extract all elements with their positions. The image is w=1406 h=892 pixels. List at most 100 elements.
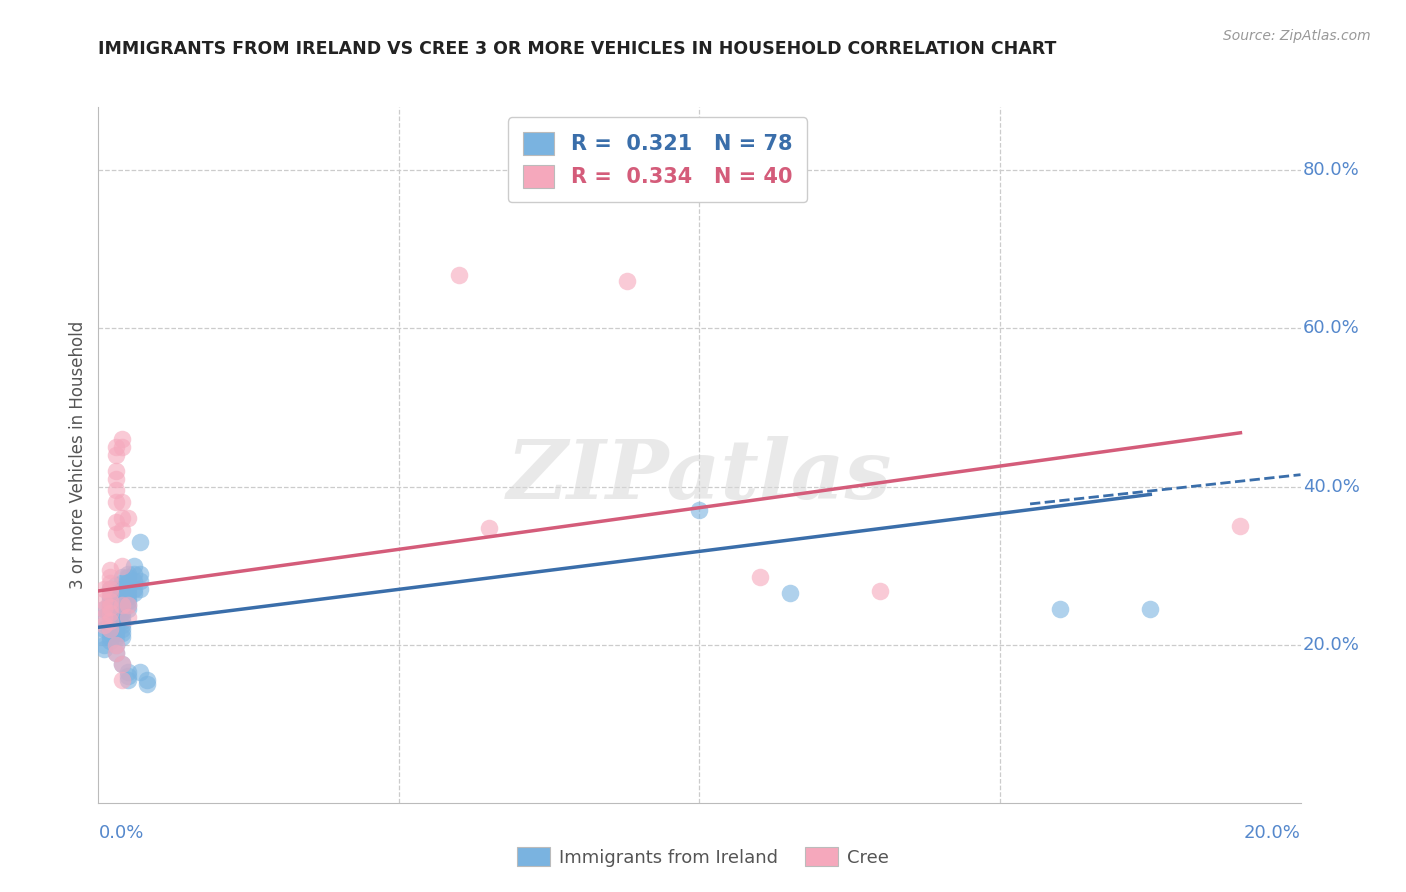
- Point: [1139, 602, 1161, 616]
- Point: [111, 630, 134, 644]
- Point: [105, 440, 128, 454]
- Point: [779, 586, 801, 600]
- Text: 60.0%: 60.0%: [1303, 319, 1360, 337]
- Point: [105, 527, 128, 541]
- Point: [111, 606, 134, 620]
- Point: [129, 566, 152, 581]
- Point: [93, 594, 115, 608]
- Point: [100, 614, 122, 628]
- Point: [93, 638, 115, 652]
- Y-axis label: 3 or more Vehicles in Household: 3 or more Vehicles in Household: [69, 321, 87, 589]
- Point: [100, 610, 122, 624]
- Point: [111, 495, 134, 509]
- Point: [100, 630, 122, 644]
- Point: [111, 673, 134, 688]
- Point: [93, 610, 115, 624]
- Point: [105, 646, 128, 660]
- Text: ZIPatlas: ZIPatlas: [506, 436, 893, 516]
- Text: 40.0%: 40.0%: [1303, 477, 1360, 496]
- Point: [105, 638, 128, 652]
- Point: [117, 610, 139, 624]
- Point: [111, 591, 134, 605]
- Point: [117, 669, 139, 683]
- Point: [105, 594, 128, 608]
- Point: [111, 598, 134, 612]
- Point: [105, 472, 128, 486]
- Point: [478, 521, 501, 535]
- Point: [124, 574, 146, 589]
- Point: [93, 618, 115, 632]
- Point: [117, 673, 139, 688]
- Point: [124, 586, 146, 600]
- Point: [111, 614, 134, 628]
- Point: [111, 657, 134, 672]
- Text: 0.0%: 0.0%: [98, 823, 143, 842]
- Point: [111, 598, 134, 612]
- Point: [129, 534, 152, 549]
- Text: 20.0%: 20.0%: [1244, 823, 1301, 842]
- Point: [111, 625, 134, 640]
- Point: [111, 610, 134, 624]
- Point: [869, 583, 891, 598]
- Point: [117, 582, 139, 597]
- Point: [100, 594, 122, 608]
- Point: [117, 511, 139, 525]
- Point: [105, 598, 128, 612]
- Point: [105, 464, 128, 478]
- Point: [105, 622, 128, 636]
- Point: [93, 630, 115, 644]
- Point: [100, 576, 122, 591]
- Point: [748, 570, 770, 584]
- Point: [100, 618, 122, 632]
- Point: [100, 625, 122, 640]
- Point: [105, 578, 128, 592]
- Point: [100, 633, 122, 648]
- Point: [111, 570, 134, 584]
- Point: [105, 483, 128, 498]
- Point: [93, 610, 115, 624]
- Point: [105, 515, 128, 529]
- Point: [105, 495, 128, 509]
- Point: [100, 622, 122, 636]
- Point: [100, 606, 122, 620]
- Point: [111, 618, 134, 632]
- Point: [616, 274, 638, 288]
- Point: [111, 582, 134, 597]
- Point: [111, 440, 134, 454]
- Point: [124, 566, 146, 581]
- Point: [1049, 602, 1071, 616]
- Point: [111, 594, 134, 608]
- Point: [688, 503, 710, 517]
- Point: [129, 582, 152, 597]
- Point: [117, 598, 139, 612]
- Point: [100, 570, 122, 584]
- Point: [100, 606, 122, 620]
- Point: [100, 602, 122, 616]
- Point: [100, 586, 122, 600]
- Legend: Immigrants from Ireland, Cree: Immigrants from Ireland, Cree: [510, 840, 896, 874]
- Point: [105, 602, 128, 616]
- Point: [100, 594, 122, 608]
- Point: [111, 432, 134, 446]
- Point: [93, 622, 115, 636]
- Point: [105, 591, 128, 605]
- Point: [111, 511, 134, 525]
- Point: [105, 646, 128, 660]
- Point: [111, 657, 134, 672]
- Text: IMMIGRANTS FROM IRELAND VS CREE 3 OR MORE VEHICLES IN HOUSEHOLD CORRELATION CHAR: IMMIGRANTS FROM IRELAND VS CREE 3 OR MOR…: [98, 40, 1057, 58]
- Point: [124, 558, 146, 573]
- Point: [117, 566, 139, 581]
- Point: [105, 606, 128, 620]
- Point: [117, 591, 139, 605]
- Point: [117, 598, 139, 612]
- Point: [117, 576, 139, 591]
- Point: [93, 641, 115, 656]
- Point: [93, 582, 115, 597]
- Point: [105, 582, 128, 597]
- Point: [100, 563, 122, 577]
- Point: [129, 665, 152, 680]
- Point: [100, 599, 122, 614]
- Point: [100, 591, 122, 605]
- Point: [447, 268, 470, 282]
- Point: [105, 630, 128, 644]
